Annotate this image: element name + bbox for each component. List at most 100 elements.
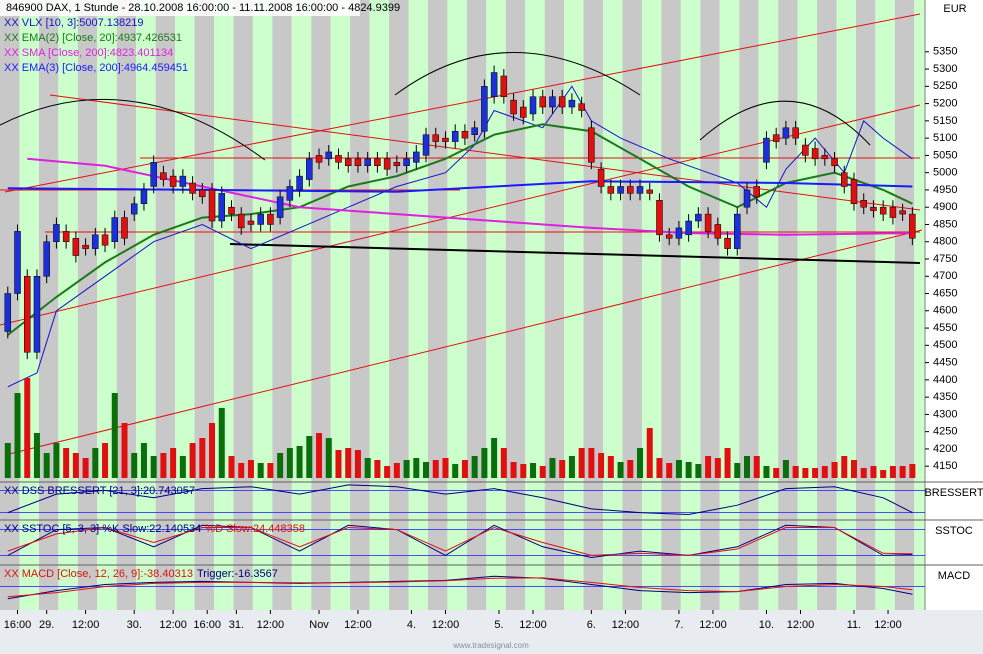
y-tick-label: 4350 [933,391,957,403]
stripe [194,0,214,610]
volume-bar [568,456,575,478]
candle-body [451,130,459,142]
volume-bar [812,468,819,478]
candle-body [724,238,731,249]
x-tick-label: 12:00 [787,619,815,631]
stripe [447,0,467,610]
candle-body [62,231,70,242]
stripe [38,0,59,610]
y-tick-label: 4250 [933,426,957,438]
candle-body [549,96,556,108]
volume-bar [831,462,838,478]
volume-bar [432,460,439,478]
candle-body [646,189,653,194]
volume-bar [452,464,459,478]
volume-bar [82,458,89,478]
candle-body [111,217,119,242]
stripe [58,0,78,610]
candle-body [568,99,576,108]
candle-body [743,189,751,208]
candle-body [802,144,809,156]
y-tick-label: 5000 [933,167,957,179]
volume-bar [821,466,828,478]
x-tick-label: 7. [674,619,683,631]
candle-body [43,241,50,277]
volume-bar [345,448,352,478]
indicator-line [7,123,913,336]
arc [0,98,266,161]
candle-body [811,148,819,160]
candle-body [422,134,430,156]
stripe [680,0,701,610]
volume-bar [325,438,332,478]
stripe [758,0,779,610]
candle-body [500,75,508,97]
stripe [894,0,915,610]
x-tick-label: 12:00 [257,619,285,631]
volume-bar [588,448,595,478]
candle-body [578,103,585,111]
candle-body [344,158,352,167]
x-tick-label: 16:00 [4,619,32,631]
candle-body [442,137,449,142]
pane-name: BRESSERT [924,487,983,499]
volume-bar [559,460,566,478]
stripe [700,0,720,610]
y-tick-label: 4750 [933,253,957,265]
stripe [544,0,565,610]
candle-body [763,137,770,163]
volume-bar [442,458,449,478]
y-tick-label: 4900 [933,201,957,213]
y-tick-label: 4950 [933,184,957,196]
stripe [272,0,292,610]
support-line [229,243,921,264]
candle-body [870,206,877,211]
volume-bar [247,460,254,478]
candle-body [208,189,216,222]
y-tick-label: 4450 [933,356,957,368]
volume-bar [782,460,789,478]
stripe [369,0,390,610]
candle-body [72,238,80,256]
stripe [641,0,662,610]
candle-body [199,189,206,198]
stripe [311,0,331,610]
volume-bar [763,466,770,478]
volume-bar [43,453,50,478]
y-tick-label: 4300 [933,408,957,420]
candle-body [218,193,226,222]
volume-bar [724,448,731,478]
candle-body [607,186,615,194]
candle-body [850,179,858,204]
candle-body [296,175,303,191]
volume-bar [189,443,196,478]
candle-body [490,72,498,97]
legend-entry: XX VLX [10, 3]:5007.138219 [4,17,143,29]
volume-bar [160,453,167,478]
candle-body [782,127,790,139]
volume-bar [140,443,147,478]
pane-label: XX MACD [Close, 12, 26, 9]:-38.40313 [4,568,193,580]
volume-bar [4,443,11,478]
candle-body [704,213,712,232]
price-axis-area [925,0,983,610]
stripe [719,0,740,610]
volume-bar [286,448,293,478]
oscillator-line [7,484,913,516]
candle-body [335,155,342,163]
candle-body [510,99,517,115]
volume-bar [170,448,177,478]
stripe [291,0,312,610]
x-tick-label: 10. [759,619,774,631]
candle-body [101,234,109,246]
volume-bar [549,458,556,478]
stripe [97,0,117,610]
stripe [77,0,98,610]
stripe [505,0,526,610]
y-tick-label: 4150 [933,460,957,472]
volume-bar [92,448,99,478]
oscillator-line [7,524,913,559]
candle-body [383,158,391,170]
candle-body [189,182,196,194]
y-tick-label: 5200 [933,98,957,110]
